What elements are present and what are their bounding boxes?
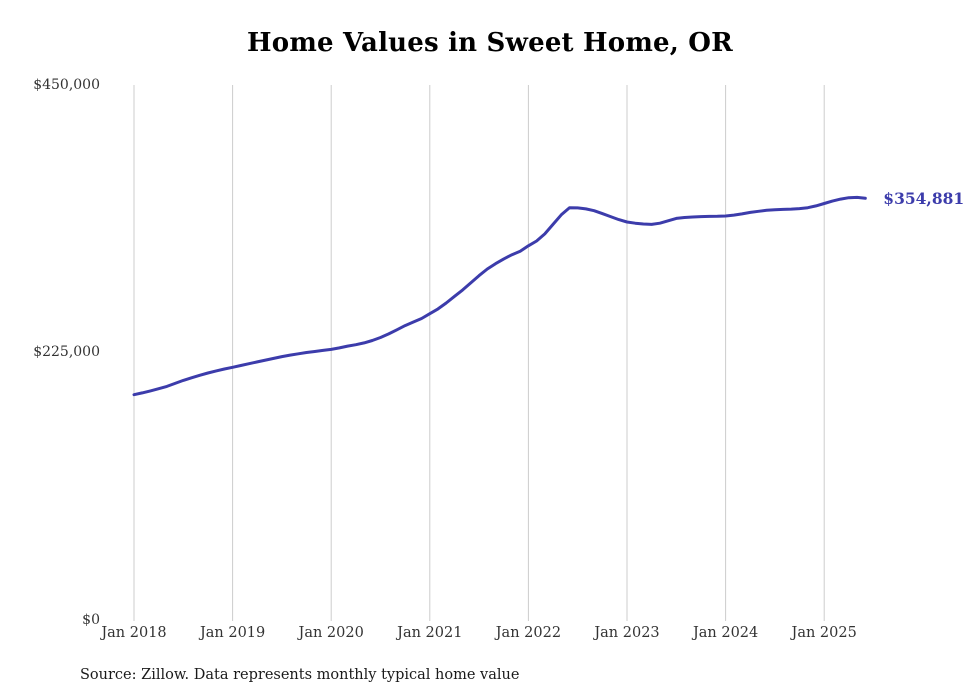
x-axis-tick-label: Jan 2021 bbox=[397, 625, 463, 641]
x-axis-tick-label: Jan 2023 bbox=[594, 625, 660, 641]
x-axis-tick-label: Jan 2024 bbox=[692, 625, 759, 641]
latest-value-label: $354,881 bbox=[883, 189, 965, 209]
y-axis-tick-label: $225,000 bbox=[33, 344, 100, 360]
x-axis-tick-label: Jan 2019 bbox=[199, 625, 266, 641]
y-axis-tick-label: $450,000 bbox=[33, 77, 100, 93]
chart-title: Home Values in Sweet Home, OR bbox=[247, 28, 733, 58]
value-line bbox=[132, 195, 867, 397]
y-axis-tick-label: $0 bbox=[82, 612, 100, 628]
x-axis-tick-label: Jan 2018 bbox=[101, 625, 167, 641]
source-note: Source: Zillow. Data represents monthly … bbox=[80, 667, 520, 683]
x-axis-tick-label: Jan 2025 bbox=[791, 625, 857, 641]
x-axis-tick-label: Jan 2022 bbox=[495, 625, 562, 641]
x-axis-tick-label: Jan 2020 bbox=[298, 625, 364, 641]
